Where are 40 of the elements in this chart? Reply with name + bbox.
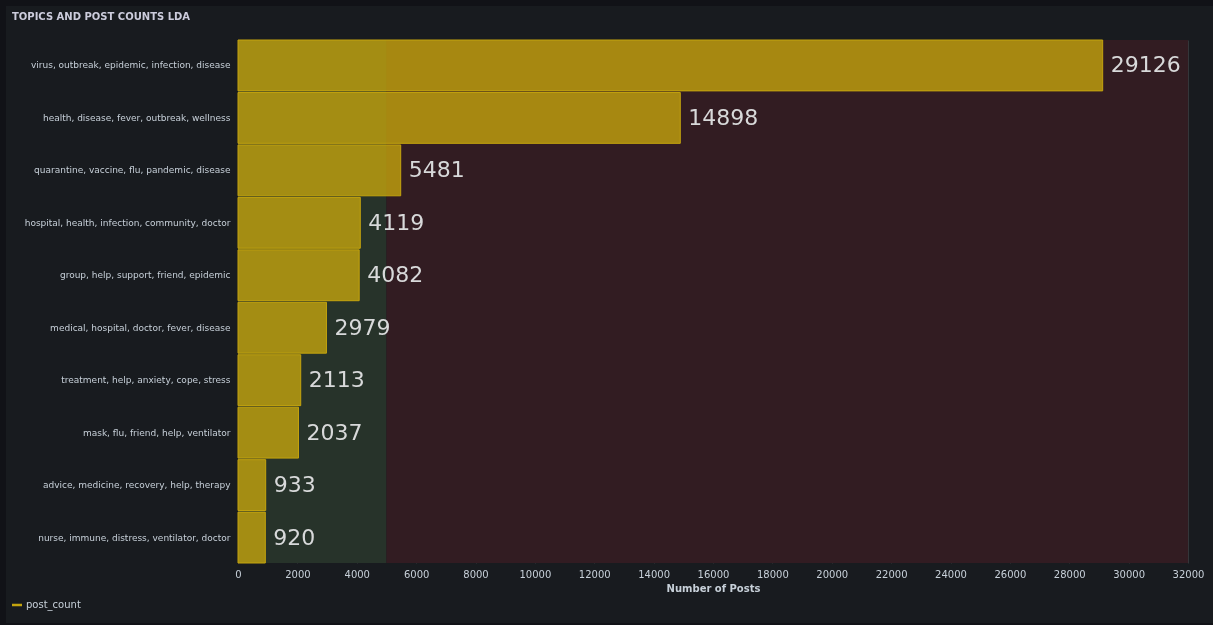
y-tick-label: quarantine, vaccine, flu, pandemic, disease bbox=[34, 165, 231, 176]
data-label: 2037 bbox=[306, 419, 363, 445]
x-tick-label: 6000 bbox=[403, 568, 430, 580]
x-tick-label: 8000 bbox=[463, 568, 489, 580]
data-label: 14898 bbox=[688, 104, 759, 130]
y-tick-label: treatment, help, anxiety, cope, stress bbox=[61, 375, 231, 386]
x-tick-label: 20000 bbox=[816, 568, 849, 580]
y-tick-label: mask, flu, friend, help, ventilator bbox=[82, 427, 231, 438]
x-tick-label: 22000 bbox=[875, 568, 908, 580]
x-tick-label: 28000 bbox=[1053, 568, 1086, 580]
y-tick-label: group, help, support, friend, epidemic bbox=[59, 270, 231, 281]
x-tick-label: 32000 bbox=[1172, 568, 1205, 580]
data-label: 4119 bbox=[368, 209, 425, 235]
data-label: 5481 bbox=[408, 157, 465, 183]
data-label: 933 bbox=[273, 472, 316, 498]
y-tick-label: nurse, immune, distress, ventilator, doctor bbox=[38, 532, 231, 543]
x-tick-label: 16000 bbox=[697, 568, 730, 580]
x-tick-label: 12000 bbox=[578, 568, 611, 580]
y-tick-label: advice, medicine, recovery, help, therapy bbox=[43, 480, 232, 491]
x-axis-title: Number of Posts bbox=[666, 582, 761, 594]
data-label: 2113 bbox=[308, 367, 365, 393]
y-tick-label: hospital, health, infection, community, doctor bbox=[24, 217, 231, 228]
data-label: 920 bbox=[273, 524, 316, 550]
x-tick-label: 26000 bbox=[994, 568, 1027, 580]
x-tick-label: 10000 bbox=[519, 568, 552, 580]
data-label: 29126 bbox=[1110, 52, 1181, 78]
x-tick-label: 4000 bbox=[344, 568, 370, 580]
x-tick-label: 0 bbox=[235, 568, 242, 580]
x-tick-label: 18000 bbox=[756, 568, 789, 580]
y-tick-label: medical, hospital, doctor, fever, disease bbox=[50, 322, 231, 333]
data-label: 2979 bbox=[334, 314, 391, 340]
x-tick-label: 24000 bbox=[935, 568, 967, 580]
y-tick-label: virus, outbreak, epidemic, infection, disease bbox=[30, 60, 231, 71]
x-tick-label: 30000 bbox=[1113, 568, 1146, 580]
legend-label: post_count bbox=[26, 599, 81, 611]
x-tick-label: 2000 bbox=[285, 568, 311, 580]
x-tick-label: 14000 bbox=[638, 568, 671, 580]
data-label: 4082 bbox=[367, 262, 424, 288]
text: TOPICS AND POST COUNTS LDA bbox=[12, 10, 191, 22]
y-tick-label: health, disease, fever, outbreak, wellness bbox=[42, 112, 231, 123]
